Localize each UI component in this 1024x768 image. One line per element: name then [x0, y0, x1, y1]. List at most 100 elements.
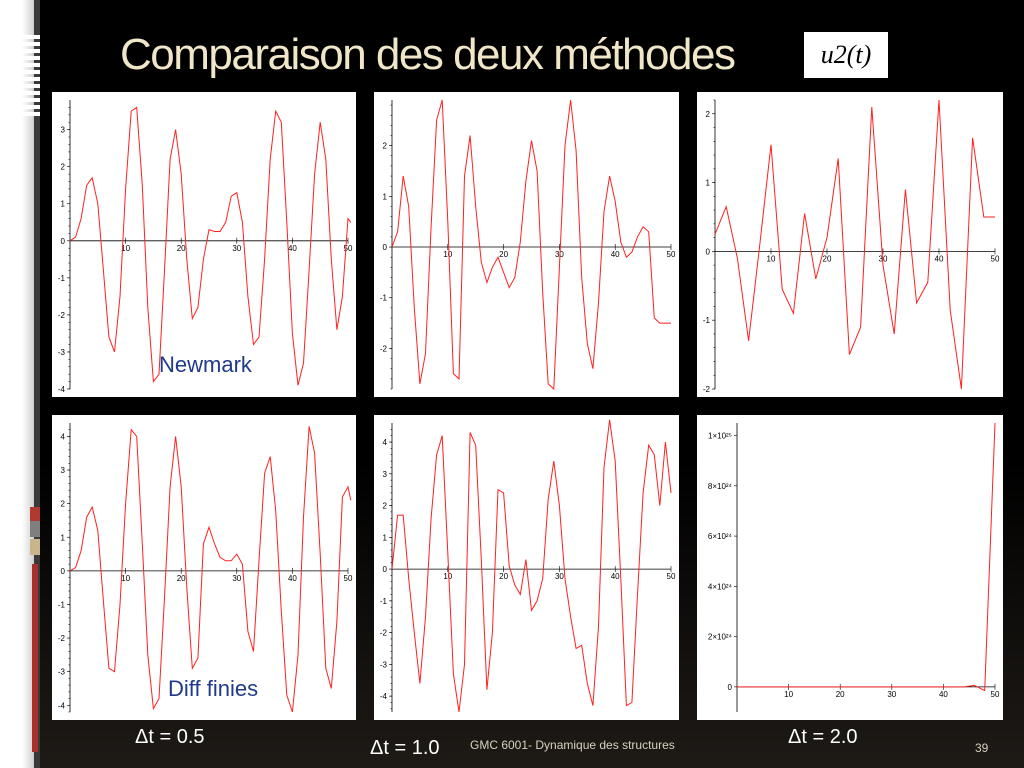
x-tick-label: 50: [667, 250, 676, 259]
x-tick-label: 50: [344, 244, 353, 253]
y-tick-label: 1: [706, 179, 711, 188]
series-line: [391, 419, 672, 713]
x-tick-label: 30: [232, 244, 241, 253]
y-tick-label: -2: [58, 634, 66, 643]
chart-svg: 10 20 30 40 50 -4 -3 -2 -1 0 1 2 3: [58, 100, 353, 394]
series-line: [69, 106, 352, 386]
chart-svg: 10 20 30 40 50 0 2×10²⁴ 4×10²⁴ 6×10²⁴ 8×10²⁴ 1×10²…: [708, 422, 1000, 712]
x-tick-label: 10: [767, 254, 776, 263]
accent-square-grey: [30, 521, 40, 537]
y-tick-label: 6×10²⁴: [708, 532, 733, 541]
y-tick-label: 3: [61, 126, 66, 135]
accent-square-red: [30, 507, 40, 523]
x-tick-label: 20: [177, 574, 186, 583]
y-tick-label: -2: [703, 385, 711, 394]
x-tick-label: 40: [611, 572, 620, 581]
x-tick-label: 50: [344, 574, 353, 583]
y-tick-label: 0: [728, 683, 733, 692]
y-tick-label: 2: [61, 163, 66, 172]
label-diff-finies: Diff finies: [168, 676, 259, 701]
x-tick-label: 20: [499, 250, 508, 259]
y-tick-label: 3: [61, 466, 66, 475]
accent-square-tan: [30, 539, 40, 555]
chart-svg: 10 20 30 40 50 -4 -3 -2 -1 0 1 2 3 4: [380, 419, 676, 713]
accent-bar-red: [32, 564, 38, 752]
y-tick-label: -2: [380, 629, 388, 638]
formula-box: u2(t): [803, 31, 889, 79]
series-line: [737, 422, 996, 692]
x-tick-label: 20: [836, 690, 845, 699]
chart-svg: 10 20 30 40 50 -4 -3 -2 -1 0 1 2 3 4: [58, 423, 353, 713]
x-tick-label: 20: [823, 254, 832, 263]
y-tick-label: 2×10²⁴: [708, 633, 733, 642]
y-tick-label: -1: [703, 316, 711, 325]
y-tick-label: 1: [383, 192, 388, 201]
y-tick-label: 0: [706, 247, 711, 256]
x-tick-label: 20: [177, 244, 186, 253]
y-tick-label: -3: [58, 668, 66, 677]
y-tick-label: 1: [61, 533, 66, 542]
y-tick-label: -4: [58, 385, 66, 394]
y-tick-label: 1×10²⁵: [708, 432, 732, 441]
chart-newmark-dt05: 10 20 30 40 50 -4 -3 -2 -1 0 1 2 3: [52, 92, 356, 397]
x-tick-label: 30: [887, 690, 896, 699]
y-tick-label: -1: [58, 600, 66, 609]
y-tick-label: 8×10²⁴: [708, 482, 733, 491]
chart-diff-dt20: 10 20 30 40 50 0 2×10²⁴ 4×10²⁴ 6×10²⁴ 8×10²⁴ 1×10²…: [697, 415, 1003, 720]
y-tick-label: 2: [61, 500, 66, 509]
label-dt-20: Δt = 2.0: [788, 726, 858, 748]
y-tick-label: -1: [380, 294, 388, 303]
y-tick-label: 1: [61, 200, 66, 209]
x-tick-label: 10: [443, 250, 452, 259]
y-tick-label: 4: [383, 438, 388, 447]
y-tick-label: -1: [380, 597, 388, 606]
y-tick-label: -2: [58, 311, 66, 320]
x-tick-label: 50: [991, 254, 1000, 263]
y-tick-label: 2: [706, 110, 711, 119]
y-tick-label: 4: [61, 432, 66, 441]
x-tick-label: 40: [288, 244, 297, 253]
y-tick-label: -3: [380, 660, 388, 669]
y-tick-label: -1: [58, 274, 66, 283]
label-dt-10: Δt = 1.0: [370, 737, 440, 759]
x-tick-label: 40: [939, 690, 948, 699]
x-tick-label: 50: [991, 690, 1000, 699]
y-tick-label: 0: [61, 237, 66, 246]
y-tick-label: -4: [58, 701, 66, 710]
x-tick-label: 50: [667, 572, 676, 581]
y-tick-label: 3: [383, 470, 388, 479]
x-tick-label: 10: [121, 574, 130, 583]
footer-text: GMC 6001- Dynamique des structures: [470, 738, 675, 752]
y-tick-label: 2: [383, 502, 388, 511]
y-tick-label: -2: [380, 344, 388, 353]
y-tick-label: 0: [383, 243, 388, 252]
x-tick-label: 30: [555, 572, 564, 581]
series-line: [69, 426, 352, 713]
y-tick-label: 1: [383, 533, 388, 542]
page-number: 39: [975, 741, 989, 755]
x-tick-label: 40: [611, 250, 620, 259]
y-tick-label: 0: [61, 567, 66, 576]
y-tick-label: -3: [58, 348, 66, 357]
chart-diff-dt05: 10 20 30 40 50 -4 -3 -2 -1 0 1 2 3 4: [52, 415, 356, 720]
x-tick-label: 20: [499, 572, 508, 581]
chart-newmark-dt20: 10 20 30 40 50 -2 -1 0 1 2: [697, 92, 1003, 397]
series-line: [714, 99, 995, 390]
x-tick-label: 30: [879, 254, 888, 263]
x-tick-label: 10: [443, 572, 452, 581]
chart-newmark-dt10: 10 20 30 40 50 -2 -1 0 1 2: [374, 92, 679, 397]
y-tick-label: 4×10²⁴: [708, 582, 733, 591]
x-tick-label: 10: [784, 690, 793, 699]
x-tick-label: 40: [935, 254, 944, 263]
x-tick-label: 30: [232, 574, 241, 583]
slide-title: Comparaison des deux méthodes: [120, 30, 736, 79]
x-tick-label: 10: [121, 244, 130, 253]
label-dt-05: Δt = 0.5: [135, 726, 205, 748]
y-tick-label: 0: [383, 565, 388, 574]
label-newmark: Newmark: [159, 352, 252, 377]
chart-diff-dt10: 10 20 30 40 50 -4 -3 -2 -1 0 1 2 3 4: [374, 415, 679, 720]
x-tick-label: 40: [288, 574, 297, 583]
chart-svg: 10 20 30 40 50 -2 -1 0 1 2: [703, 99, 1000, 394]
y-tick-label: 2: [383, 142, 388, 151]
